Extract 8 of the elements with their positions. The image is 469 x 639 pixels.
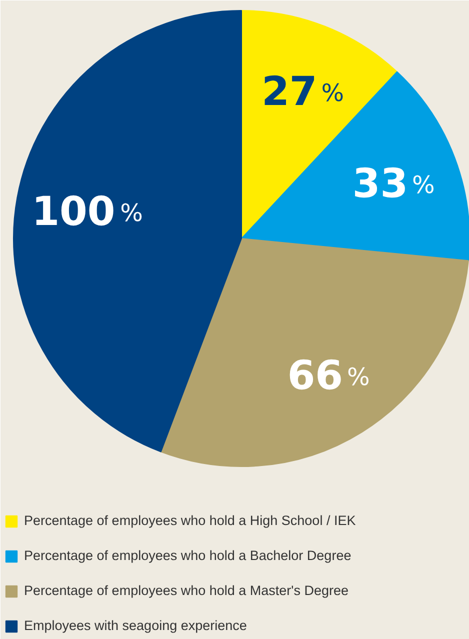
data-label: 27% xyxy=(262,69,344,116)
legend-label: Percentage of employees who hold a Master's Degree xyxy=(24,583,349,598)
legend-label: Percentage of employees who hold a High School / IEK xyxy=(24,513,356,528)
legend-label: Percentage of employees who hold a Bachelor Degree xyxy=(24,548,352,563)
legend-label: Employees with seagoing experience xyxy=(24,618,247,633)
data-label: 66% xyxy=(287,353,370,400)
data-label: 33% xyxy=(352,161,435,208)
data-label: 100% xyxy=(32,188,143,235)
